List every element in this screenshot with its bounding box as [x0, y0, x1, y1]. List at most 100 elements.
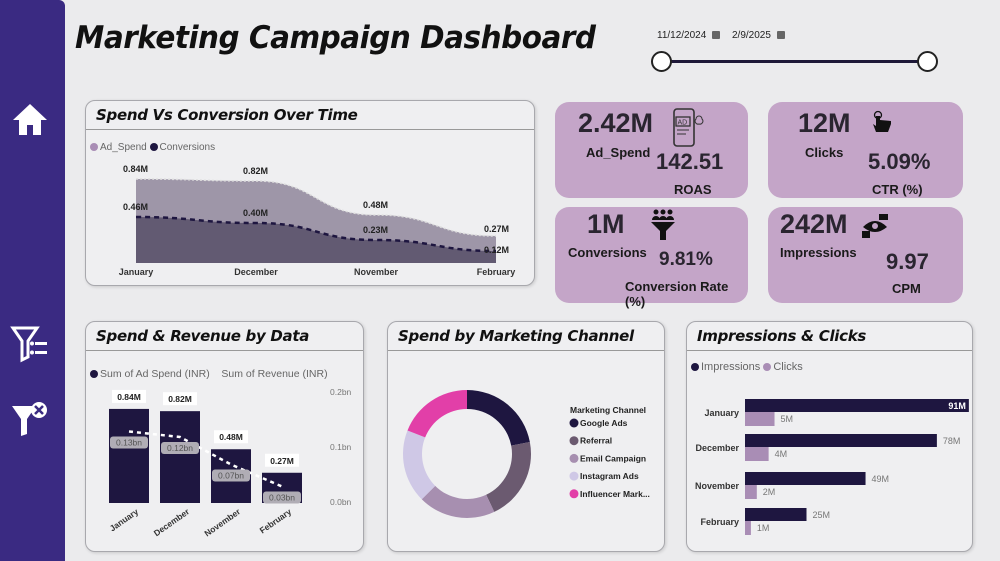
revenue-label: 0.13bn [116, 438, 142, 448]
kpi-label: Conversions [568, 245, 647, 260]
page-title: Marketing Campaign Dashboard [75, 20, 596, 56]
donut-slice [407, 390, 467, 438]
kpi-value: 12M [798, 108, 851, 138]
legend-dot [569, 471, 579, 481]
revenue-label: 0.07bn [218, 471, 244, 481]
chart-legend: Sum of Ad Spend (INR) Sum of Revenue (IN… [90, 368, 328, 380]
bar-ad-spend [109, 408, 149, 503]
x-tick-label: December [152, 506, 192, 538]
data-label: 78M [943, 436, 961, 446]
date-end-text: 2/9/2025 [732, 30, 771, 41]
date-start-text: 11/12/2024 [657, 30, 707, 41]
legend-item: Influencer Mark... [580, 489, 650, 499]
donut-chart: Marketing Channel Google Ads Referral Email… [403, 390, 650, 518]
data-label: 5M [781, 414, 794, 424]
data-label: 0.48M [219, 432, 243, 442]
data-label: 0.82M [168, 394, 192, 404]
data-label: 25M [813, 510, 831, 520]
x-tick-label: November [202, 506, 242, 538]
revenue-label-bg [161, 442, 199, 454]
data-label-bg [214, 430, 248, 444]
line-ad_spend [135, 178, 497, 237]
bar-clicks [745, 447, 769, 461]
kpi-sub-label: CTR (%) [872, 182, 923, 197]
revenue-label: 0.12bn [167, 443, 193, 453]
kpi-sub-value: 5.09% [868, 149, 931, 174]
chart-legend: Ad_Spend Conversions [90, 142, 215, 153]
data-label: 0.84M [123, 164, 148, 174]
panel-title: Spend Vs Conversion Over Time [86, 101, 534, 130]
y-axis-tick: 0.1bn [330, 442, 352, 452]
x-tick-label: February [258, 506, 294, 535]
x-tick-label: November [354, 267, 399, 277]
date-slider-start-handle[interactable] [651, 51, 672, 72]
x-tick-label: January [119, 267, 154, 277]
bar-clicks [745, 412, 775, 426]
calendar-icon[interactable] [712, 31, 721, 40]
kpi-value: 1M [587, 209, 625, 239]
revenue-label: 0.03bn [269, 493, 295, 503]
donut-slice [403, 430, 436, 500]
legend-dot [691, 363, 699, 371]
kpi-value: 2.42M [578, 108, 654, 138]
date-end[interactable]: 2/9/2025 [732, 30, 785, 41]
kpi-card-ad-spend: 2.42M Ad_Spend AD 142.51 ROAS [555, 102, 748, 198]
kpi-sub-label: CPM [892, 281, 921, 296]
area-conversions [136, 217, 496, 263]
clear-filter-icon[interactable] [10, 398, 50, 438]
data-label: 4M [775, 449, 788, 459]
legend-item: Ad_Spend [100, 142, 147, 153]
y-axis-tick: 0.2bn [330, 387, 352, 397]
horizontal-bar-chart: 91M 5M January 78M 4M December 49M 2M November 25… [695, 399, 969, 535]
bar-impressions [745, 399, 969, 412]
ad-phone-icon: AD [673, 108, 704, 147]
calendar-icon[interactable] [776, 31, 785, 40]
x-tick-label: February [477, 267, 516, 277]
bar-impressions [745, 472, 866, 485]
panel-title: Spend by Marketing Channel [388, 322, 664, 351]
legend-item: Sum of Revenue (INR) [221, 368, 328, 380]
legend-dot [569, 436, 579, 446]
data-label: 1M [757, 523, 770, 533]
legend-item: Conversions [159, 142, 216, 153]
date-start[interactable]: 11/12/2024 [657, 30, 721, 41]
x-tick-label: January [108, 506, 141, 533]
data-label: 0.48M [363, 200, 388, 210]
kpi-card-impressions: 242M Impressions 9.97 CPM [768, 207, 963, 303]
bar-impressions [745, 434, 937, 447]
data-label: 0.46M [123, 202, 148, 212]
panel-title: Impressions & Clicks [687, 322, 972, 351]
y-tick-label: December [695, 443, 739, 453]
filter-list-icon[interactable] [10, 324, 50, 364]
kpi-sub-value: 9.81% [659, 249, 713, 270]
kpi-value: 242M [780, 209, 848, 239]
data-label: 0.27M [484, 224, 509, 234]
click-hand-icon [873, 110, 891, 132]
y-axis-tick: 0.0bn [330, 497, 352, 507]
kpi-label: Impressions [780, 245, 857, 260]
date-slider-track[interactable] [662, 60, 928, 63]
revenue-label-bg [263, 491, 301, 504]
spend-revenue-panel: Spend & Revenue by Data Sum of Ad Spend … [85, 321, 364, 552]
legend-dot [90, 143, 98, 151]
donut-slice [421, 485, 495, 518]
data-label-bg [112, 389, 146, 403]
date-slider-end-handle[interactable] [917, 51, 938, 72]
sidebar [0, 0, 65, 561]
data-label: 2M [763, 487, 776, 497]
data-label: 0.12M [484, 245, 509, 255]
channel-panel: Spend by Marketing Channel Marketing Cha… [387, 321, 665, 552]
donut-slice [467, 390, 530, 446]
kpi-sub-label: Conversion Rate (%) [625, 279, 729, 309]
y-tick-label: January [704, 408, 739, 418]
legend-title: Marketing Channel [570, 405, 646, 415]
legend-dot [569, 489, 579, 499]
legend-item: Email Campaign [580, 453, 646, 463]
donut-slice [486, 442, 531, 512]
data-label: 0.27M [270, 456, 294, 466]
home-icon[interactable] [10, 100, 50, 140]
legend-dot [149, 143, 158, 151]
legend-item: Referral [580, 436, 612, 446]
data-label: 0.84M [117, 392, 141, 402]
kpi-label: Clicks [805, 145, 844, 160]
